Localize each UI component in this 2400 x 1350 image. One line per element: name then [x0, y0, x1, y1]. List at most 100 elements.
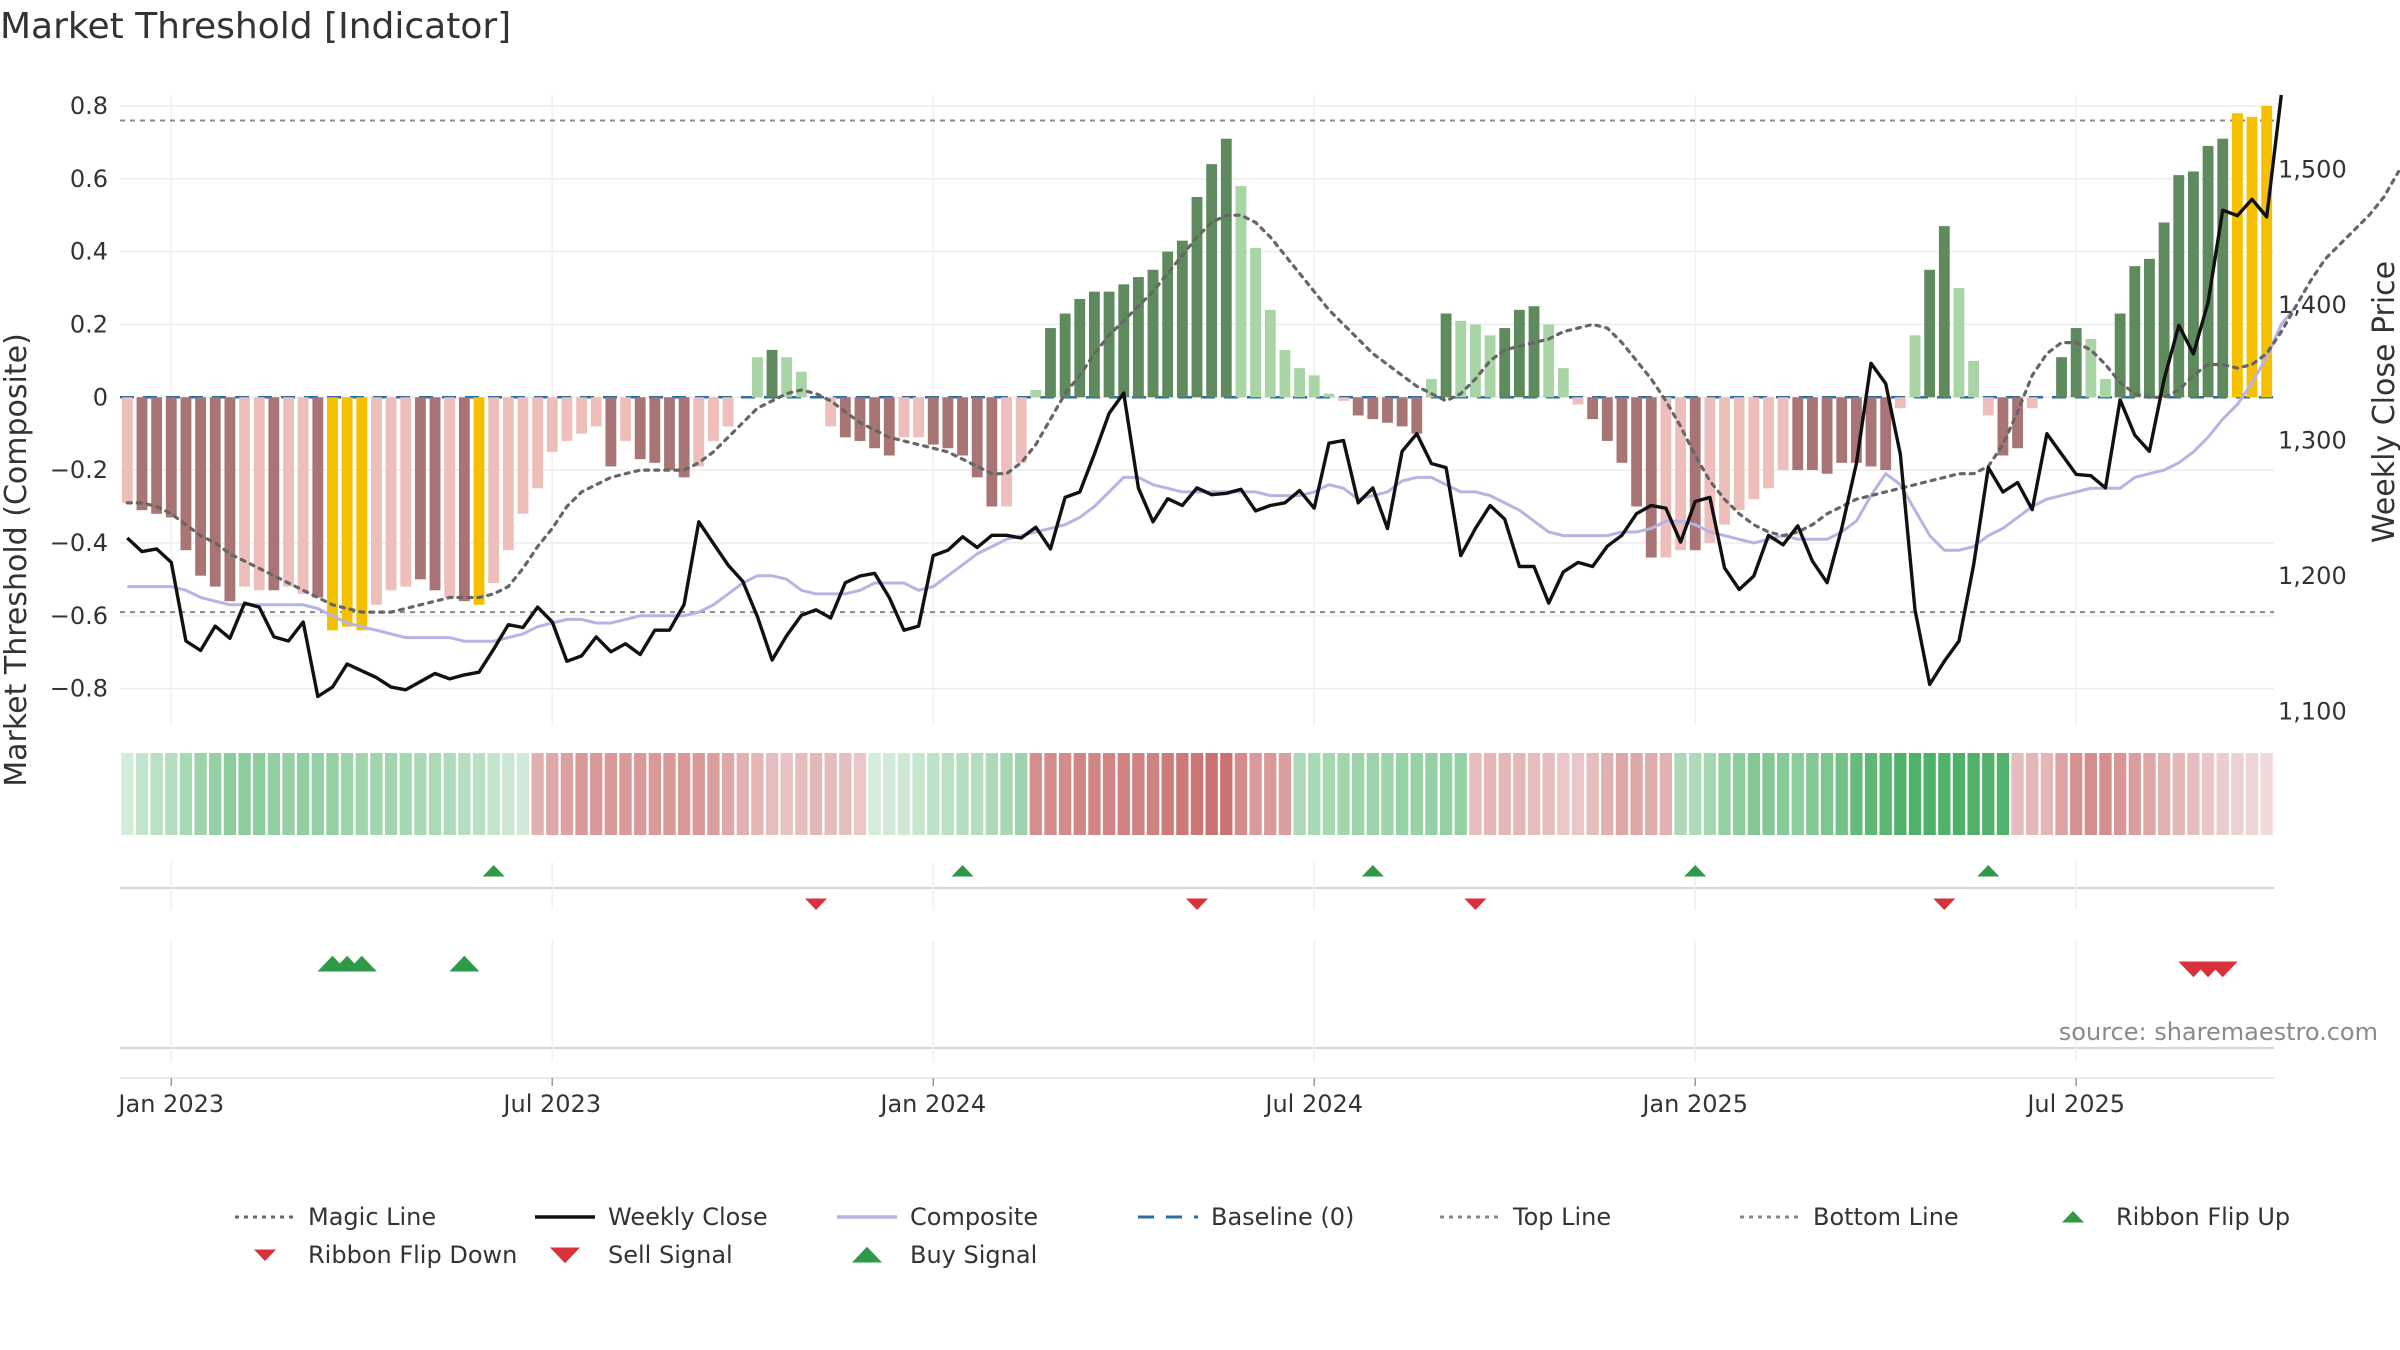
y-tick-label: 0.4: [70, 238, 108, 266]
legend-swatch: [852, 1246, 882, 1263]
ribbon-cell: [1762, 753, 1775, 835]
ribbon-flip-down-marker: [805, 898, 828, 911]
ribbon-cell: [560, 753, 574, 835]
ribbon-cell: [1689, 753, 1702, 835]
ribbon-cell: [868, 753, 881, 835]
legend-item: Top Line: [1440, 1203, 1611, 1231]
x-tick-label: Jul 2024: [1263, 1090, 1363, 1118]
composite-bar: [2085, 338, 2097, 398]
ribbon-cell: [941, 753, 955, 835]
ribbon-cell: [1527, 753, 1541, 835]
composite-bar: [913, 397, 925, 438]
composite-bar: [1968, 360, 1980, 398]
ribbon-cell: [1733, 753, 1746, 835]
composite-bar: [1338, 397, 1349, 401]
composite-bar: [385, 397, 397, 591]
ribbon-cell: [1352, 753, 1365, 835]
ribbon-cell: [267, 753, 281, 835]
ribbon-cell: [1410, 753, 1423, 835]
legend-label: Top Line: [1512, 1203, 1611, 1231]
composite-line: [127, 305, 2298, 643]
composite-bar: [1660, 397, 1672, 558]
y-tick-label: −0.8: [50, 675, 108, 703]
y-axis-label: Market Threshold (Composite): [0, 333, 34, 787]
ribbon-cell: [2157, 753, 2171, 835]
legend-item: Baseline (0): [1138, 1203, 1354, 1231]
ribbon-cell: [1894, 753, 1907, 835]
ribbon-cell: [883, 753, 896, 835]
composite-bar: [151, 397, 163, 514]
composite-bar: [1118, 284, 1130, 398]
ribbon-cell: [1117, 753, 1130, 835]
composite-bar: [1982, 397, 1994, 416]
ribbon-cell: [384, 753, 398, 835]
legend-label: Baseline (0): [1211, 1203, 1354, 1231]
ribbon-cell: [1747, 753, 1760, 835]
ribbon-cell: [1088, 753, 1101, 835]
ribbon-cell: [853, 753, 867, 835]
ribbon-cell: [179, 753, 193, 835]
legend-swatch: [254, 1249, 276, 1262]
composite-bar: [2158, 222, 2170, 398]
composite-bar: [634, 397, 646, 460]
composite-bar: [458, 397, 470, 602]
composite-bar: [488, 397, 500, 583]
composite-bar: [2246, 116, 2258, 398]
composite-bar: [121, 397, 133, 503]
ribbon-cell: [677, 753, 691, 835]
ribbon-cell: [1381, 753, 1394, 835]
ribbon-cell: [340, 753, 354, 835]
y-tick-label: 0: [93, 383, 108, 411]
ribbon-cell: [2231, 753, 2244, 835]
ribbon-cell: [1220, 753, 1233, 835]
x-tick-label: Jan 2023: [116, 1090, 224, 1118]
composite-bar: [1938, 226, 1950, 398]
ribbon-cell: [780, 753, 793, 835]
ribbon-flip-down-marker: [1186, 898, 1208, 911]
ribbon-cell: [2201, 753, 2215, 835]
legend-item: Sell Signal: [550, 1241, 733, 1269]
legend-label: Magic Line: [308, 1203, 436, 1231]
composite-bar: [854, 397, 866, 441]
composite-bar: [180, 397, 192, 551]
ribbon-cell: [253, 753, 266, 835]
ribbon-cell: [912, 753, 925, 835]
composite-bar: [1675, 397, 1686, 551]
source-note: source: sharemaestro.com: [2059, 1018, 2378, 1046]
ribbon-cell: [1293, 753, 1306, 835]
weekly-close-line: [126, 94, 2283, 699]
ribbon-cell: [1923, 753, 1936, 835]
ribbon-cell: [1850, 753, 1863, 835]
legend-item: Buy Signal: [852, 1241, 1037, 1269]
composite-bar: [590, 397, 602, 427]
ribbon-cell: [399, 753, 412, 835]
y2-axis-ticks: 1,500 1,400 1,300 1,200 1,100: [2278, 156, 2347, 726]
ribbon-cell: [590, 753, 603, 835]
composite-bar: [1426, 379, 1437, 398]
ribbon-cell: [355, 753, 368, 835]
ribbon-cell: [634, 753, 647, 835]
composite-bar: [1953, 288, 1965, 398]
ribbon-cell: [223, 753, 237, 835]
composite-bar: [1162, 251, 1174, 398]
ribbon-cell: [2070, 753, 2083, 835]
ribbon-cell: [1439, 753, 1453, 835]
composite-bar: [1777, 397, 1789, 471]
composite-bar: [1147, 269, 1159, 398]
composite-bar: [2129, 266, 2141, 398]
composite-bar: [1865, 397, 1877, 467]
ribbon-cell: [1542, 753, 1555, 835]
ribbon-cell: [1454, 753, 1467, 835]
ribbon-cell: [194, 753, 207, 835]
composite-bar: [2026, 397, 2038, 409]
composite-bar: [224, 397, 236, 602]
legend-label: Ribbon Flip Down: [308, 1241, 517, 1269]
composite-bar: [1924, 269, 1936, 398]
ribbon-cell: [428, 753, 442, 835]
composite-bar: [502, 397, 514, 551]
legend-label: Composite: [910, 1203, 1038, 1231]
y2-tick-label: 1,100: [2278, 697, 2347, 725]
y-tick-label: 0.2: [70, 310, 108, 338]
composite-bar: [532, 397, 544, 489]
composite-bar: [253, 397, 265, 591]
